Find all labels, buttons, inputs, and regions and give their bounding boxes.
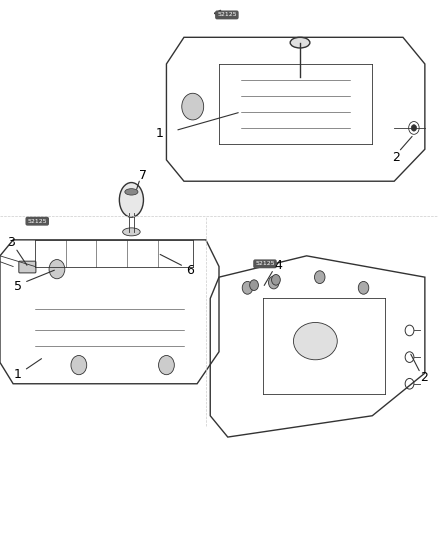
- Circle shape: [411, 125, 417, 131]
- Circle shape: [49, 260, 65, 279]
- Circle shape: [71, 356, 87, 375]
- Text: 52125: 52125: [217, 12, 237, 18]
- Text: 4: 4: [274, 259, 282, 272]
- Text: 52125: 52125: [28, 219, 47, 224]
- Circle shape: [314, 271, 325, 284]
- Text: 7: 7: [139, 169, 147, 182]
- Text: 5: 5: [14, 280, 21, 293]
- FancyBboxPatch shape: [19, 261, 36, 273]
- Text: 2: 2: [392, 151, 400, 164]
- Circle shape: [272, 274, 280, 285]
- Circle shape: [358, 281, 369, 294]
- Text: 1: 1: [14, 368, 21, 381]
- Ellipse shape: [293, 322, 337, 360]
- Circle shape: [268, 276, 279, 289]
- Text: 52125: 52125: [255, 261, 275, 266]
- Text: 6: 6: [187, 264, 194, 277]
- Text: 3: 3: [7, 236, 15, 249]
- Ellipse shape: [123, 228, 140, 236]
- Ellipse shape: [119, 182, 143, 217]
- Circle shape: [242, 281, 253, 294]
- Ellipse shape: [290, 37, 310, 48]
- Circle shape: [250, 280, 258, 290]
- Text: 2: 2: [420, 371, 428, 384]
- Circle shape: [159, 356, 174, 375]
- Text: 1: 1: [156, 127, 164, 140]
- Ellipse shape: [125, 189, 138, 195]
- Circle shape: [182, 93, 204, 120]
